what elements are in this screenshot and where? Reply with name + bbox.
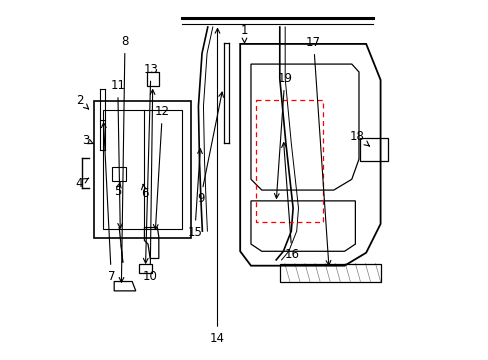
Text: 16: 16 — [281, 143, 299, 261]
Text: 18: 18 — [348, 130, 368, 146]
Text: 9: 9 — [197, 92, 223, 205]
Text: 5: 5 — [114, 182, 121, 198]
Text: 10: 10 — [142, 90, 157, 283]
Text: 3: 3 — [82, 134, 93, 147]
Text: 14: 14 — [209, 28, 224, 345]
Text: 6: 6 — [141, 184, 148, 200]
Text: 1: 1 — [240, 24, 248, 43]
Text: 4: 4 — [76, 177, 88, 190]
Text: 19: 19 — [274, 72, 292, 198]
Text: 8: 8 — [119, 35, 128, 282]
Text: 11: 11 — [110, 79, 125, 228]
Text: 15: 15 — [187, 149, 202, 239]
Text: 13: 13 — [143, 63, 158, 263]
Text: 7: 7 — [101, 123, 115, 283]
Text: 12: 12 — [153, 105, 169, 229]
Text: 2: 2 — [76, 94, 88, 109]
Text: 17: 17 — [305, 36, 330, 265]
